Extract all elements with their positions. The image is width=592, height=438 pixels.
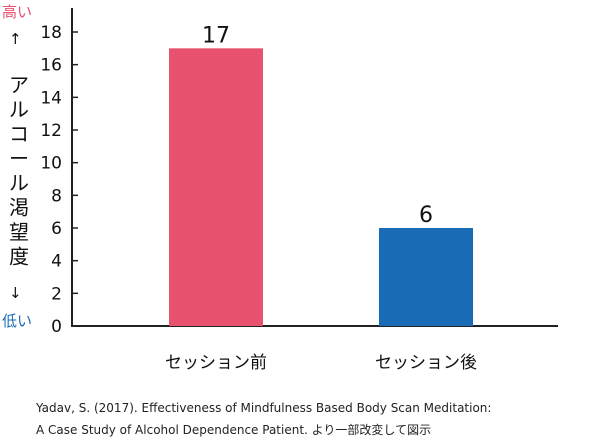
y-tick-label: 18	[40, 23, 62, 43]
y-tick-label: 8	[51, 186, 62, 206]
x-axis-labels: セッション前 セッション後	[165, 353, 477, 373]
y-tick-label: 12	[40, 121, 62, 141]
y-axis-ticks: 0 2 4 6 8 10 12 14 16 18	[40, 23, 78, 337]
bar	[169, 48, 263, 326]
y-tick-label: 10	[40, 154, 62, 174]
x-category-label: セッション前	[165, 353, 267, 373]
bar-value-label: 6	[419, 203, 433, 228]
y-axis-title-char: 望	[9, 220, 29, 244]
y-tick-label: 2	[51, 284, 62, 304]
y-axis-title-char: ル	[9, 171, 29, 195]
y-up-arrow: ↑	[9, 30, 22, 48]
y-axis-title-char: 度	[9, 245, 29, 269]
source-caption-line-2: A Case Study of Alcohol Dependence Patie…	[36, 423, 432, 437]
source-caption-line-1: Yadav, S. (2017). Effectiveness of Mindf…	[36, 401, 492, 415]
bars: 17 6	[169, 23, 473, 326]
y-tick-label: 14	[40, 88, 62, 108]
y-axis-title-char: ー	[9, 147, 29, 171]
y-axis-title-char: 渇	[9, 196, 29, 220]
y-high-label: 高い	[2, 3, 32, 21]
bar-value-label: 17	[202, 23, 230, 48]
y-tick-label: 4	[51, 252, 62, 272]
y-axis-title-char: ル	[9, 98, 29, 122]
y-low-label: 低い	[2, 312, 32, 330]
bar	[379, 228, 473, 326]
x-category-label: セッション後	[375, 353, 477, 373]
y-tick-label: 0	[51, 317, 62, 337]
y-tick-label: 16	[40, 56, 62, 76]
y-tick-label: 6	[51, 219, 62, 239]
y-axis-title-char: ア	[9, 73, 29, 97]
y-down-arrow: ↓	[9, 284, 22, 302]
y-axis-title-char: コ	[9, 122, 29, 146]
